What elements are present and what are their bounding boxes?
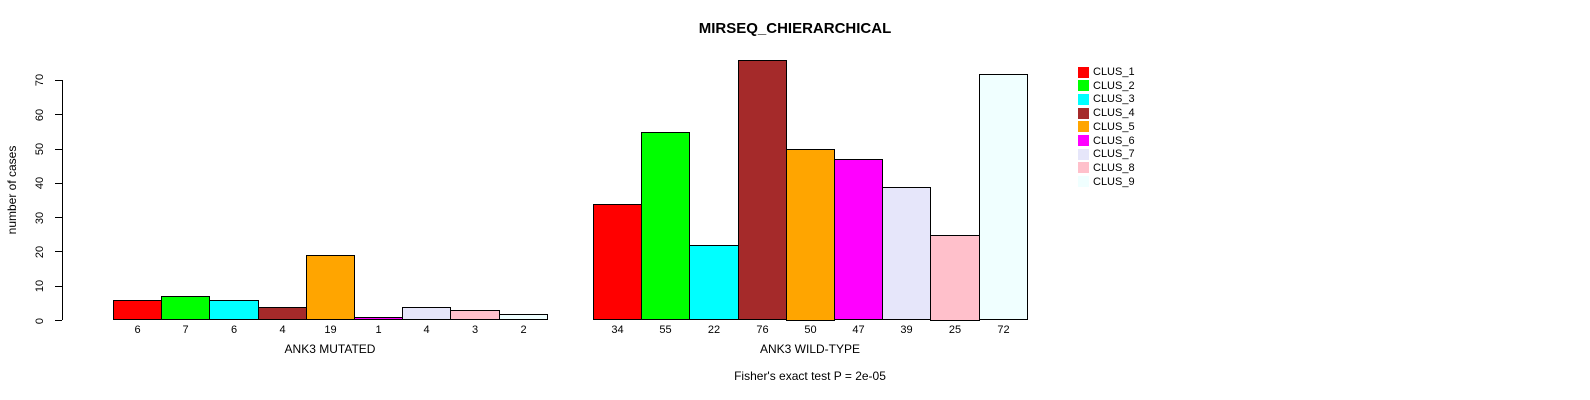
bar-value-clus_8-ank3-wild-type: 25 — [948, 324, 962, 336]
y-tick-mark — [55, 285, 62, 287]
y-axis-line — [62, 80, 63, 321]
bar-clus_6-ank3-wild-type — [834, 159, 883, 321]
legend-swatch-clus_7 — [1078, 148, 1089, 160]
y-tick-mark — [55, 182, 62, 184]
legend-swatch-clus_8 — [1078, 162, 1089, 174]
legend-swatch-clus_2 — [1078, 80, 1089, 92]
legend-swatch-clus_5 — [1078, 121, 1089, 133]
legend-label-clus_2: CLUS_2 — [1093, 79, 1135, 92]
legend-label-clus_1: CLUS_1 — [1093, 66, 1135, 78]
bar-clus_5-ank3-mutated — [306, 255, 355, 321]
y-tick-label: 50 — [34, 142, 46, 156]
y-tick-label: 0 — [34, 317, 46, 324]
bar-clus_7-ank3-mutated — [402, 306, 451, 321]
y-tick-label: 70 — [34, 74, 46, 87]
legend-label-clus_9: CLUS_9 — [1093, 175, 1135, 188]
legend-label-clus_4: CLUS_4 — [1093, 107, 1135, 120]
bar-clus_8-ank3-mutated — [450, 310, 500, 321]
bar-value-clus_4-ank3-mutated: 4 — [279, 324, 286, 336]
y-tick-label: 30 — [34, 211, 46, 224]
legend-swatch-clus_1 — [1078, 66, 1089, 78]
legend-swatch-clus_4 — [1078, 107, 1089, 119]
legend-swatch-clus_6 — [1078, 135, 1089, 146]
legend-item-clus_9: CLUS_9 — [1078, 176, 1135, 188]
bar-value-clus_3-ank3-mutated: 6 — [230, 324, 238, 336]
legend-label-clus_7: CLUS_7 — [1093, 148, 1135, 161]
legend-swatch-clus_9 — [1078, 176, 1089, 188]
bar-clus_4-ank3-mutated — [258, 306, 307, 321]
bar-value-clus_2-ank3-wild-type: 55 — [659, 324, 672, 336]
legend-item-clus_7: CLUS_7 — [1078, 148, 1135, 160]
bar-value-clus_1-ank3-mutated: 6 — [134, 324, 141, 336]
bar-clus_9-ank3-wild-type — [979, 73, 1028, 321]
bar-value-clus_7-ank3-wild-type: 39 — [900, 324, 913, 336]
x-axis-title-mutated: ANK3 MUTATED — [284, 342, 376, 356]
y-tick-mark — [55, 114, 62, 116]
bar-value-clus_1-ank3-wild-type: 34 — [611, 324, 624, 336]
bar-value-clus_8-ank3-mutated: 3 — [471, 324, 479, 336]
y-tick-label: 60 — [34, 108, 46, 121]
bar-clus_4-ank3-wild-type — [738, 59, 787, 321]
bar-value-clus_3-ank3-wild-type: 22 — [707, 324, 721, 336]
bar-clus_1-ank3-wild-type — [593, 203, 642, 321]
y-tick-mark — [55, 251, 62, 253]
legend-item-clus_5: CLUS_5 — [1078, 121, 1135, 133]
legend-label-clus_5: CLUS_5 — [1093, 120, 1135, 133]
y-tick-mark — [55, 217, 62, 219]
bar-clus_2-ank3-mutated — [161, 296, 210, 321]
y-tick-label: 20 — [34, 245, 46, 259]
legend-swatch-clus_3 — [1078, 93, 1089, 105]
y-tick-mark — [55, 148, 62, 150]
legend-label-clus_6: CLUS_6 — [1093, 134, 1135, 147]
legend-item-clus_1: CLUS_1 — [1078, 66, 1135, 78]
bar-clus_2-ank3-wild-type — [641, 131, 690, 321]
bar-value-clus_6-ank3-wild-type: 47 — [852, 324, 865, 336]
x-axis-title-wildtype: ANK3 WILD-TYPE — [759, 342, 861, 356]
bar-clus_3-ank3-mutated — [209, 299, 259, 321]
y-tick-label: 40 — [34, 177, 46, 190]
bar-value-clus_9-ank3-mutated: 2 — [520, 324, 527, 336]
y-tick-label: 10 — [34, 280, 46, 293]
bar-value-clus_9-ank3-wild-type: 72 — [997, 324, 1010, 336]
legend-item-clus_2: CLUS_2 — [1078, 80, 1135, 92]
legend-label-clus_3: CLUS_3 — [1093, 93, 1135, 106]
bar-value-clus_7-ank3-mutated: 4 — [423, 324, 430, 336]
bar-clus_1-ank3-mutated — [113, 299, 162, 321]
chart-title: MIRSEQ_CHIERARCHICAL — [698, 20, 892, 37]
legend-item-clus_4: CLUS_4 — [1078, 107, 1135, 119]
bar-value-clus_2-ank3-mutated: 7 — [182, 324, 189, 336]
bar-clus_9-ank3-mutated — [499, 313, 548, 321]
bar-value-clus_6-ank3-mutated: 1 — [375, 324, 382, 336]
bar-clus_7-ank3-wild-type — [882, 186, 931, 321]
bar-value-clus_5-ank3-mutated: 19 — [324, 324, 337, 336]
y-tick-mark — [55, 79, 62, 81]
y-axis-label: number of cases — [5, 145, 19, 235]
bar-clus_5-ank3-wild-type — [786, 149, 835, 321]
bar-clus_6-ank3-mutated — [354, 317, 403, 321]
bar-clus_3-ank3-wild-type — [689, 245, 739, 321]
bar-value-clus_4-ank3-wild-type: 76 — [756, 324, 769, 336]
bar-value-clus_5-ank3-wild-type: 50 — [804, 324, 817, 336]
legend-item-clus_3: CLUS_3 — [1078, 93, 1135, 105]
legend-item-clus_8: CLUS_8 — [1078, 162, 1135, 174]
legend-item-clus_6: CLUS_6 — [1078, 135, 1135, 147]
legend-label-clus_8: CLUS_8 — [1093, 161, 1135, 174]
y-tick-mark — [55, 320, 62, 321]
bar-clus_8-ank3-wild-type — [930, 234, 980, 321]
fisher-test-note: Fisher's exact test P = 2e-05 — [734, 369, 886, 383]
